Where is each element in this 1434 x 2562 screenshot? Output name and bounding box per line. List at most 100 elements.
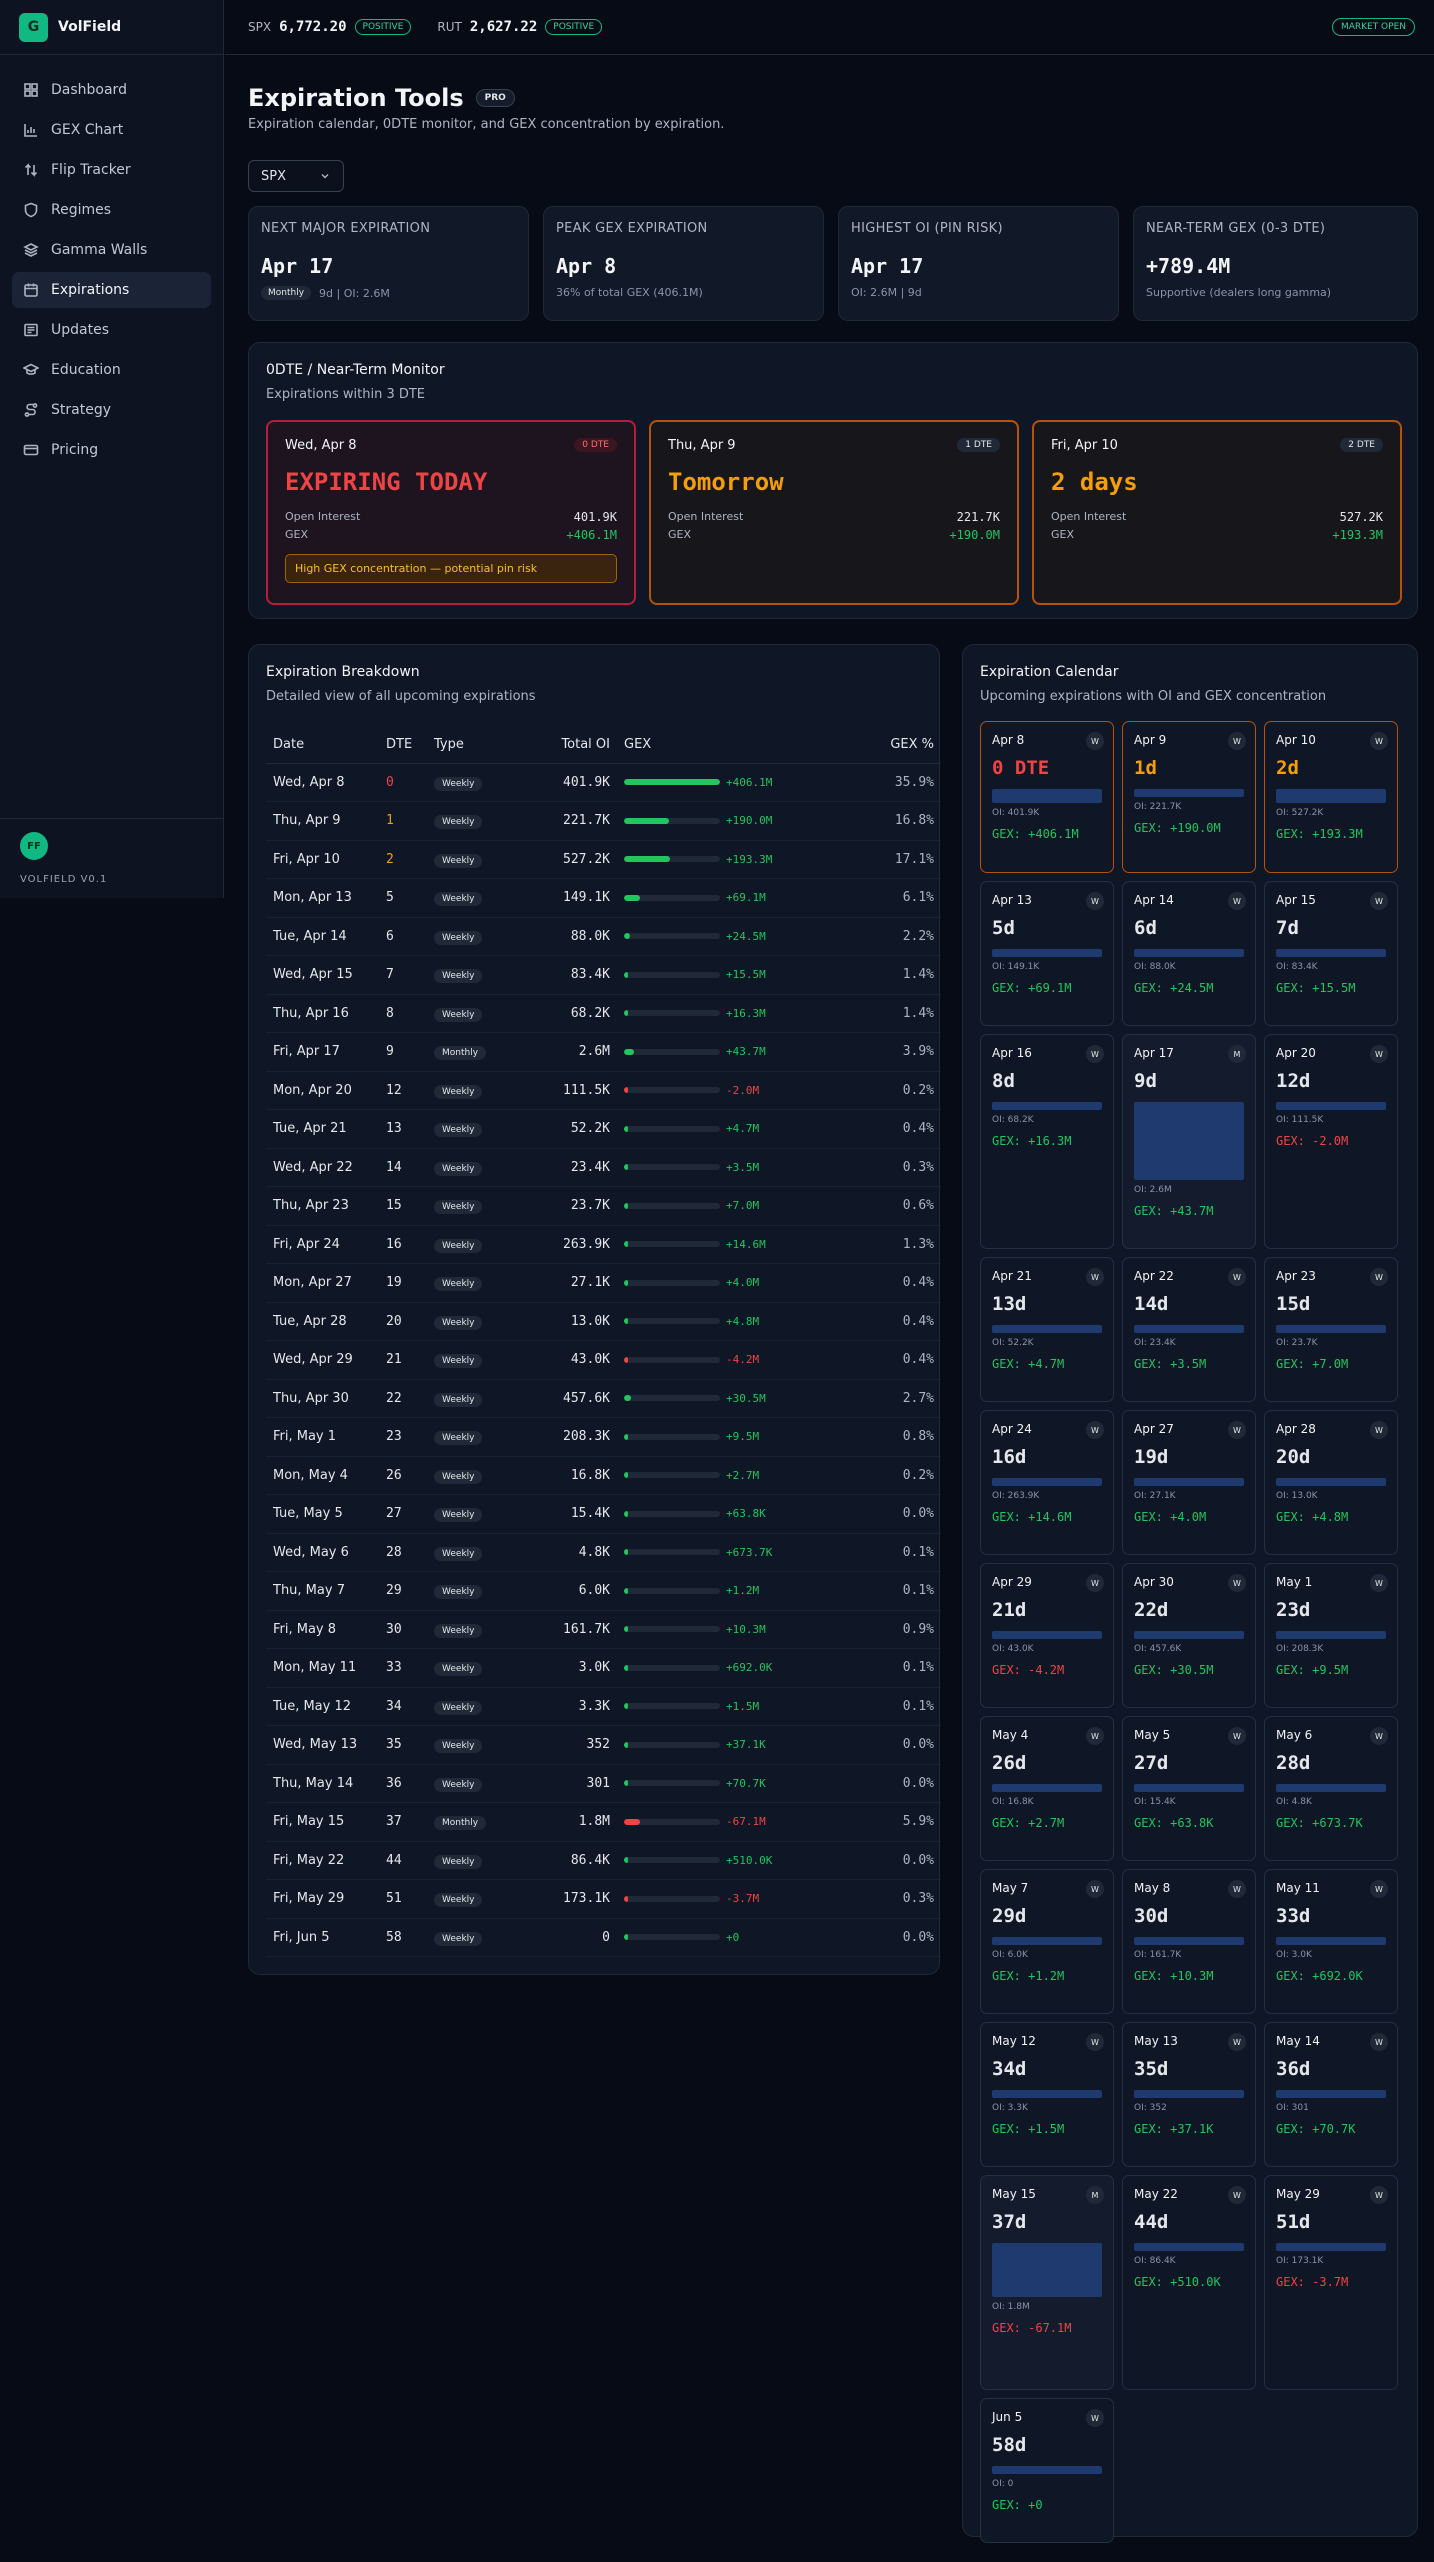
table-row[interactable]: Tue, May 5 27 Weekly 15.4K +63.8K 0.0% bbox=[266, 1494, 941, 1534]
stat-card-near-term-gex: NEAR-TERM GEX (0-3 DTE) +789.4M Supporti… bbox=[1133, 206, 1418, 321]
gex-value: +63.8K bbox=[726, 1507, 766, 1521]
calendar-cell[interactable]: May 22 W 44d OI: 86.4K GEX: +510.0K bbox=[1122, 2175, 1256, 2390]
calendar-cell[interactable]: Apr 29 W 21d OI: 43.0K GEX: -4.2M bbox=[980, 1563, 1114, 1708]
table-row[interactable]: Wed, Apr 8 0 Weekly 401.9K +406.1M 35.9% bbox=[266, 763, 941, 802]
sidebar-item-regimes[interactable]: Regimes bbox=[12, 192, 211, 228]
calendar-cell[interactable]: May 15 M 37d OI: 1.8M GEX: -67.1M bbox=[980, 2175, 1114, 2390]
calendar-cell[interactable]: Apr 17 M 9d OI: 2.6M GEX: +43.7M bbox=[1122, 1034, 1256, 1249]
calendar-cell[interactable]: May 13 W 35d OI: 352 GEX: +37.1K bbox=[1122, 2022, 1256, 2167]
cell-gex: +193.3M bbox=[624, 840, 861, 879]
column-header-oi[interactable]: Total OI bbox=[534, 726, 624, 764]
calendar-cell[interactable]: Apr 27 W 19d OI: 27.1K GEX: +4.0M bbox=[1122, 1410, 1256, 1555]
table-row[interactable]: Fri, Apr 24 16 Weekly 263.9K +14.6M 1.3% bbox=[266, 1225, 941, 1264]
brand[interactable]: G VolField bbox=[0, 0, 223, 55]
cell-total-oi: 1.8M bbox=[534, 1802, 624, 1842]
calendar-cell[interactable]: May 14 W 36d OI: 301 GEX: +70.7K bbox=[1264, 2022, 1398, 2167]
table-row[interactable]: Fri, Jun 5 58 Weekly 0 +0 0.0% bbox=[266, 1918, 941, 1957]
calendar-cell[interactable]: Apr 21 W 13d OI: 52.2K GEX: +4.7M bbox=[980, 1257, 1114, 1402]
table-row[interactable]: Thu, Apr 23 15 Weekly 23.7K +7.0M 0.6% bbox=[266, 1186, 941, 1226]
table-row[interactable]: Fri, May 1 23 Weekly 208.3K +9.5M 0.8% bbox=[266, 1417, 941, 1457]
table-row[interactable]: Tue, Apr 28 20 Weekly 13.0K +4.8M 0.4% bbox=[266, 1302, 941, 1341]
dte-card-1[interactable]: Thu, Apr 9 1 DTE Tomorrow Open Interest 2… bbox=[649, 420, 1019, 605]
sidebar-item-dashboard[interactable]: Dashboard bbox=[12, 72, 211, 108]
gex-bar-fill bbox=[624, 1318, 628, 1325]
table-row[interactable]: Thu, May 7 29 Weekly 6.0K +1.2M 0.1% bbox=[266, 1571, 941, 1611]
cell-gex-pct: 0.8% bbox=[860, 1417, 941, 1457]
column-header-gex-pct[interactable]: GEX % bbox=[860, 726, 941, 764]
oi-bar bbox=[992, 1478, 1102, 1486]
dte-headline: Tomorrow bbox=[668, 468, 784, 496]
symbol-select[interactable]: SPX bbox=[248, 160, 344, 192]
calendar-cell[interactable]: Apr 16 W 8d OI: 68.2K GEX: +16.3M bbox=[980, 1034, 1114, 1249]
table-row[interactable]: Wed, May 13 35 Weekly 352 +37.1K 0.0% bbox=[266, 1725, 941, 1765]
table-row[interactable]: Wed, Apr 22 14 Weekly 23.4K +3.5M 0.3% bbox=[266, 1148, 941, 1187]
column-header-dte[interactable]: DTE bbox=[386, 726, 434, 764]
table-row[interactable]: Fri, May 8 30 Weekly 161.7K +10.3M 0.9% bbox=[266, 1610, 941, 1649]
table-row[interactable]: Tue, Apr 21 13 Weekly 52.2K +4.7M 0.4% bbox=[266, 1109, 941, 1149]
table-row[interactable]: Thu, May 14 36 Weekly 301 +70.7K 0.0% bbox=[266, 1764, 941, 1803]
sidebar-item-strategy[interactable]: Strategy bbox=[12, 392, 211, 428]
table-row[interactable]: Tue, May 12 34 Weekly 3.3K +1.5M 0.1% bbox=[266, 1687, 941, 1726]
calendar-cell[interactable]: May 12 W 34d OI: 3.3K GEX: +1.5M bbox=[980, 2022, 1114, 2167]
table-row[interactable]: Wed, May 6 28 Weekly 4.8K +673.7K 0.1% bbox=[266, 1533, 941, 1572]
cell-gex-pct: 0.4% bbox=[860, 1263, 941, 1303]
calendar-cell[interactable]: May 1 W 23d OI: 208.3K GEX: +9.5M bbox=[1264, 1563, 1398, 1708]
sidebar-item-gamma-walls[interactable]: Gamma Walls bbox=[12, 232, 211, 268]
table-row[interactable]: Thu, Apr 9 1 Weekly 221.7K +190.0M 16.8% bbox=[266, 801, 941, 841]
sidebar-item-gex-chart[interactable]: GEX Chart bbox=[12, 112, 211, 148]
table-row[interactable]: Mon, Apr 13 5 Weekly 149.1K +69.1M 6.1% bbox=[266, 878, 941, 918]
column-header-type[interactable]: Type bbox=[434, 726, 534, 764]
table-row[interactable]: Tue, Apr 14 6 Weekly 88.0K +24.5M 2.2% bbox=[266, 917, 941, 956]
calendar-cell[interactable]: Apr 8 W 0 DTE OI: 401.9K GEX: +406.1M bbox=[980, 721, 1114, 873]
dashboard-icon bbox=[24, 83, 38, 97]
calendar-cell[interactable]: Apr 10 W 2d OI: 527.2K GEX: +193.3M bbox=[1264, 721, 1398, 873]
calendar-cell[interactable]: May 7 W 29d OI: 6.0K GEX: +1.2M bbox=[980, 1869, 1114, 2014]
calendar-cell[interactable]: Jun 5 W 58d OI: 0 GEX: +0 bbox=[980, 2398, 1114, 2543]
sidebar-item-updates[interactable]: Updates bbox=[12, 312, 211, 348]
sidebar-item-expirations[interactable]: Expirations bbox=[12, 272, 211, 308]
calendar-cell[interactable]: May 5 W 27d OI: 15.4K GEX: +63.8K bbox=[1122, 1716, 1256, 1861]
cell-gex-pct: 0.0% bbox=[860, 1841, 941, 1880]
calendar-cell-oi: OI: 0 bbox=[992, 2479, 1014, 2489]
calendar-cell[interactable]: Apr 28 W 20d OI: 13.0K GEX: +4.8M bbox=[1264, 1410, 1398, 1555]
table-row[interactable]: Fri, Apr 17 9 Monthly 2.6M +43.7M 3.9% bbox=[266, 1032, 941, 1072]
column-header-gex[interactable]: GEX bbox=[624, 726, 861, 764]
calendar-cell[interactable]: Apr 22 W 14d OI: 23.4K GEX: +3.5M bbox=[1122, 1257, 1256, 1402]
sidebar-item-pricing[interactable]: Pricing bbox=[12, 432, 211, 468]
dte-card-2[interactable]: Fri, Apr 10 2 DTE 2 days Open Interest 52… bbox=[1032, 420, 1402, 605]
calendar-cell[interactable]: Apr 13 W 5d OI: 149.1K GEX: +69.1M bbox=[980, 881, 1114, 1026]
table-row[interactable]: Fri, May 29 51 Weekly 173.1K -3.7M 0.3% bbox=[266, 1879, 941, 1919]
table-row[interactable]: Fri, May 15 37 Monthly 1.8M -67.1M 5.9% bbox=[266, 1802, 941, 1842]
table-row[interactable]: Fri, Apr 10 2 Weekly 527.2K +193.3M 17.1% bbox=[266, 840, 941, 879]
dte-card-0[interactable]: Wed, Apr 8 0 DTE EXPIRING TODAY Open Int… bbox=[266, 420, 636, 605]
table-row[interactable]: Mon, Apr 20 12 Weekly 111.5K -2.0M 0.2% bbox=[266, 1071, 941, 1110]
calendar-cell[interactable]: Apr 15 W 7d OI: 83.4K GEX: +15.5M bbox=[1264, 881, 1398, 1026]
calendar-cell[interactable]: Apr 9 W 1d OI: 221.7K GEX: +190.0M bbox=[1122, 721, 1256, 873]
table-row[interactable]: Thu, Apr 30 22 Weekly 457.6K +30.5M 2.7% bbox=[266, 1379, 941, 1418]
sidebar-item-flip-tracker[interactable]: Flip Tracker bbox=[12, 152, 211, 188]
calendar-cell[interactable]: May 11 W 33d OI: 3.0K GEX: +692.0K bbox=[1264, 1869, 1398, 2014]
table-row[interactable]: Wed, Apr 29 21 Weekly 43.0K -4.2M 0.4% bbox=[266, 1340, 941, 1380]
avatar[interactable]: FF bbox=[20, 832, 48, 860]
calendar-cell[interactable]: Apr 24 W 16d OI: 263.9K GEX: +14.6M bbox=[980, 1410, 1114, 1555]
calendar-cell[interactable]: May 8 W 30d OI: 161.7K GEX: +10.3M bbox=[1122, 1869, 1256, 2014]
sidebar-item-education[interactable]: Education bbox=[12, 352, 211, 388]
calendar-cell[interactable]: Apr 20 W 12d OI: 111.5K GEX: -2.0M bbox=[1264, 1034, 1398, 1249]
calendar-cell-gex: GEX: +4.7M bbox=[992, 1357, 1065, 1371]
table-row[interactable]: Wed, Apr 15 7 Weekly 83.4K +15.5M 1.4% bbox=[266, 955, 941, 995]
calendar-cell[interactable]: May 4 W 26d OI: 16.8K GEX: +2.7M bbox=[980, 1716, 1114, 1861]
calendar-cell[interactable]: Apr 30 W 22d OI: 457.6K GEX: +30.5M bbox=[1122, 1563, 1256, 1708]
table-row[interactable]: Thu, Apr 16 8 Weekly 68.2K +16.3M 1.4% bbox=[266, 994, 941, 1033]
table-row[interactable]: Fri, May 22 44 Weekly 86.4K +510.0K 0.0% bbox=[266, 1841, 941, 1880]
oi-bar bbox=[1134, 1937, 1244, 1945]
calendar-cell[interactable]: Apr 14 W 6d OI: 88.0K GEX: +24.5M bbox=[1122, 881, 1256, 1026]
table-row[interactable]: Mon, May 11 33 Weekly 3.0K +692.0K 0.1% bbox=[266, 1648, 941, 1688]
calendar-cell[interactable]: Apr 23 W 15d OI: 23.7K GEX: +7.0M bbox=[1264, 1257, 1398, 1402]
calendar-cell-date: May 12 bbox=[992, 2034, 1036, 2048]
calendar-cell[interactable]: May 6 W 28d OI: 4.8K GEX: +673.7K bbox=[1264, 1716, 1398, 1861]
column-header-date[interactable]: Date bbox=[266, 726, 386, 764]
table-row[interactable]: Mon, May 4 26 Weekly 16.8K +2.7M 0.2% bbox=[266, 1456, 941, 1495]
calendar-cell[interactable]: May 29 W 51d OI: 173.1K GEX: -3.7M bbox=[1264, 2175, 1398, 2390]
oi-bar bbox=[1134, 1784, 1244, 1792]
table-row[interactable]: Mon, Apr 27 19 Weekly 27.1K +4.0M 0.4% bbox=[266, 1263, 941, 1303]
